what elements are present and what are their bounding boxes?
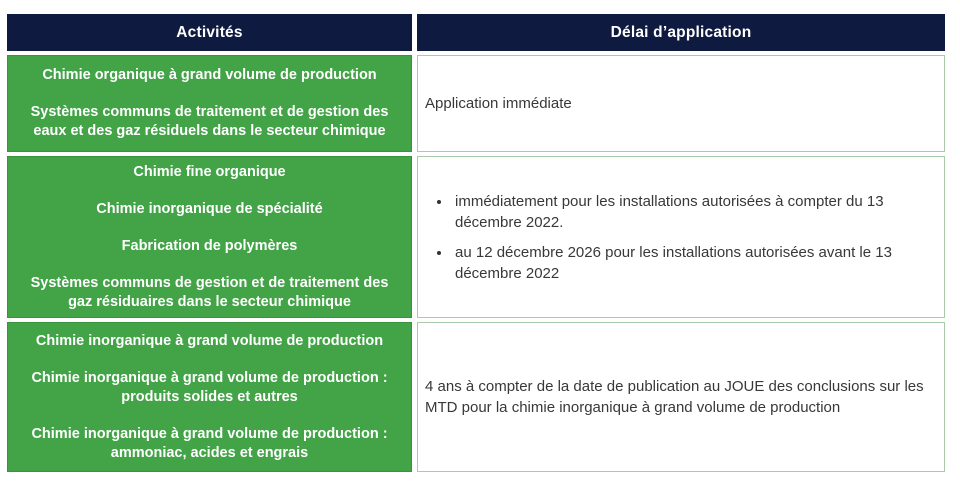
activity-label: Chimie inorganique à grand volume de pro… [31,425,388,461]
activities-cell-row-3: Chimie inorganique à grand volume de pro… [7,322,412,472]
delay-cell-row-3: 4 ans à compter de la date de publicatio… [417,322,945,472]
activities-cell-row-2: Chimie fine organique Chimie inorganique… [7,156,412,318]
delay-bullet-item: au 12 décembre 2026 pour les installatio… [452,242,932,284]
activities-delay-table: Activités Délai d’application Chimie org… [7,14,945,472]
activity-label: Systèmes communs de traitement et de ges… [30,104,389,139]
activity-label: Chimie inorganique à grand volume de pro… [31,369,388,405]
activity-label: Chimie organique à grand volume de produ… [42,67,377,83]
column-header-delai-application: Délai d’application [417,14,945,51]
delay-cell-row-2: immédiatement pour les installations aut… [417,156,945,318]
delay-cell-row-1: Application immédiate [417,55,945,152]
delay-text: 4 ans à compter de la date de publicatio… [425,378,924,416]
activity-label: Fabrication de polymères [121,237,298,254]
delay-bullet-list: immédiatement pour les installations aut… [425,182,932,293]
activity-label: Chimie inorganique à grand volume de pro… [35,332,384,349]
activity-label: Chimie inorganique de spécialité [96,200,323,217]
column-header-activites: Activités [7,14,412,51]
activity-label: Systèmes communs de gestion et de traite… [30,274,389,310]
delay-bullet-item: immédiatement pour les installations aut… [452,191,932,233]
activity-label: Chimie fine organique [133,163,286,180]
activities-cell-row-1: Chimie organique à grand volume de produ… [7,55,412,152]
delay-text: Application immédiate [425,95,572,112]
